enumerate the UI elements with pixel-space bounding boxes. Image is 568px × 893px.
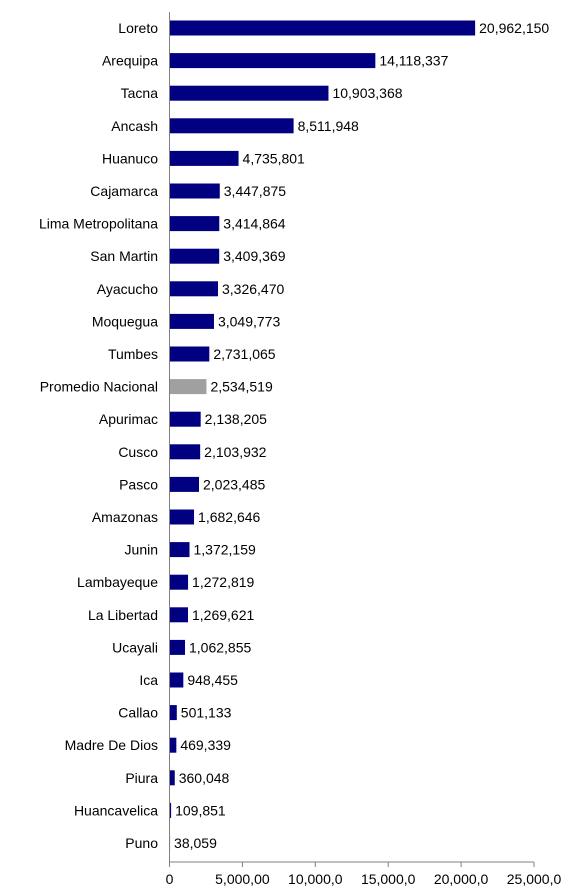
bar-tumbes [169, 346, 210, 362]
category-label: Ancash [111, 118, 158, 134]
value-label: 3,049,773 [218, 313, 280, 329]
bar-piura [169, 770, 175, 786]
bar-junin [169, 542, 190, 558]
category-label: Piura [125, 770, 158, 786]
category-label: Huanuco [102, 150, 158, 166]
x-axis-ticks: 0 5,000,00 10,000,0 15,000,0 20,000,0 25,000,… [166, 862, 562, 887]
category-label: San Martin [90, 248, 158, 264]
bar-apurimac [169, 411, 201, 427]
category-label: Lima Metropolitana [39, 216, 158, 232]
bar-huanuco [169, 150, 239, 166]
value-label: 2,534,519 [210, 379, 272, 395]
x-tick-label: 0 [166, 871, 174, 887]
bar-cusco [169, 444, 201, 460]
value-label: 948,455 [187, 672, 238, 688]
bar-cajamarca [169, 183, 220, 199]
value-label: 20,962,150 [479, 20, 549, 36]
value-label: 38,059 [174, 835, 217, 851]
bar-arequipa [169, 53, 376, 69]
bar-madre-de-dios [169, 737, 177, 753]
category-label: Ica [139, 672, 158, 688]
category-label: Huancavelica [74, 802, 158, 818]
bar-lima-metropolitana [169, 216, 220, 232]
x-tick-label: 20,000,0 [434, 871, 489, 887]
value-label: 4,735,801 [243, 150, 305, 166]
x-tick-label: 15,000,0 [361, 871, 416, 887]
bar-callao [169, 705, 177, 721]
value-label: 2,138,205 [205, 411, 267, 427]
value-label: 1,062,855 [189, 639, 251, 655]
bar-huancavelica [169, 802, 172, 818]
category-label: Ucayali [112, 639, 158, 655]
category-label: Junin [125, 542, 158, 558]
axes [169, 12, 534, 863]
value-label: 360,048 [179, 770, 230, 786]
bar-pasco [169, 476, 200, 492]
category-label: Ayacucho [97, 281, 158, 297]
bar-san-martin [169, 248, 220, 264]
category-label: Lambayeque [77, 574, 158, 590]
value-label: 1,272,819 [192, 574, 254, 590]
value-label: 109,851 [175, 802, 226, 818]
value-label: 3,447,875 [224, 183, 286, 199]
bar-ica [169, 672, 184, 688]
bar-promedio-nacional [169, 379, 207, 395]
category-label: Loreto [118, 20, 158, 36]
bar-lambayeque [169, 574, 189, 590]
category-label: Arequipa [102, 53, 158, 69]
bar-ayacucho [169, 281, 218, 297]
value-label: 3,409,369 [223, 248, 285, 264]
value-label: 10,903,368 [332, 85, 402, 101]
category-label: La Libertad [88, 607, 158, 623]
bar-la-libertad [169, 607, 189, 623]
bar-tacna [169, 85, 329, 101]
value-label: 501,133 [181, 705, 232, 721]
category-label: Puno [125, 835, 158, 851]
category-label: Amazonas [92, 509, 158, 525]
x-tick-label: 10,000,0 [288, 871, 343, 887]
value-label: 8,511,948 [298, 118, 359, 134]
category-label: Apurimac [99, 411, 158, 427]
category-label: Cusco [118, 444, 158, 460]
bar-ucayali [169, 639, 185, 655]
bar-loreto [169, 20, 476, 36]
value-label: 469,339 [180, 737, 231, 753]
category-label: Cajamarca [90, 183, 158, 199]
bar-moquegua [169, 313, 214, 329]
category-label: Tacna [121, 85, 159, 101]
x-tick-label: 5,000,00 [215, 871, 270, 887]
bars-group [169, 20, 476, 851]
bar-amazonas [169, 509, 195, 525]
bar-ancash [169, 118, 294, 134]
value-label: 3,326,470 [222, 281, 284, 297]
value-label: 2,023,485 [203, 476, 265, 492]
value-label: 1,372,159 [194, 542, 256, 558]
value-label: 1,269,621 [192, 607, 254, 623]
x-tick-label: 25,000,0 [507, 871, 562, 887]
value-label: 14,118,337 [379, 53, 448, 69]
category-labels: Loreto Arequipa Tacna Ancash Huanuco Cajamarc… [39, 20, 158, 851]
category-label: Tumbes [108, 346, 158, 362]
value-label: 1,682,646 [198, 509, 260, 525]
value-label: 2,731,065 [213, 346, 275, 362]
category-label: Madre De Dios [65, 737, 158, 753]
value-label: 3,414,864 [223, 216, 285, 232]
category-label: Moquegua [92, 313, 158, 329]
category-label: Pasco [119, 476, 158, 492]
value-labels: 20,962,150 14,118,337 10,903,368 8,511,948 4… [174, 20, 549, 851]
category-label: Promedio Nacional [40, 379, 158, 395]
category-label: Callao [118, 705, 158, 721]
value-label: 2,103,932 [204, 444, 266, 460]
